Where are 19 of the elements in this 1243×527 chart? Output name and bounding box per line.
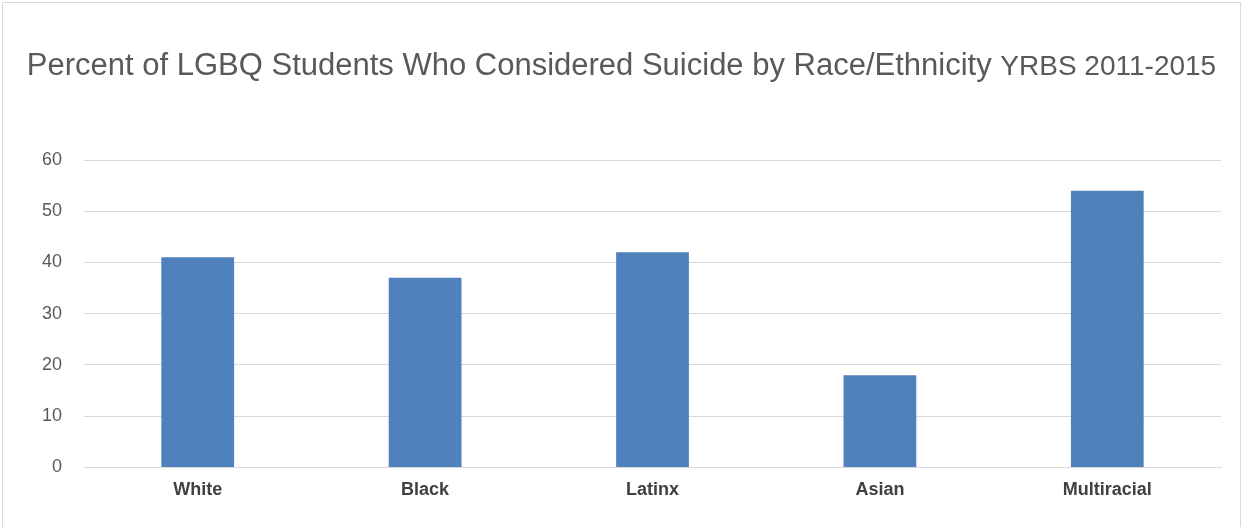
bar	[843, 375, 917, 467]
bar	[161, 257, 235, 467]
chart-title: Percent of LGBQ Students Who Considered Suicide by Race/Ethnicity	[26, 47, 992, 82]
bar	[616, 252, 689, 467]
y-tick-label: 40	[41, 251, 63, 272]
x-tick-label: Asian	[855, 479, 905, 500]
y-tick-label: 0	[52, 456, 63, 477]
y-tick-label: 60	[41, 148, 63, 169]
x-tick-label: Latinx	[626, 479, 680, 500]
y-tick-label: 30	[41, 302, 63, 323]
x-tick-label: Black	[401, 479, 451, 500]
x-tick-label: White	[173, 479, 223, 500]
y-tick-label: 50	[41, 200, 63, 221]
x-tick-label: Multiracial	[1062, 479, 1152, 500]
chart-subtitle: YRBS 2011-2015	[1000, 50, 1217, 81]
y-tick-label: 10	[41, 405, 63, 426]
bar	[1070, 190, 1144, 467]
y-tick-label: 20	[41, 353, 63, 374]
bar	[388, 277, 462, 467]
